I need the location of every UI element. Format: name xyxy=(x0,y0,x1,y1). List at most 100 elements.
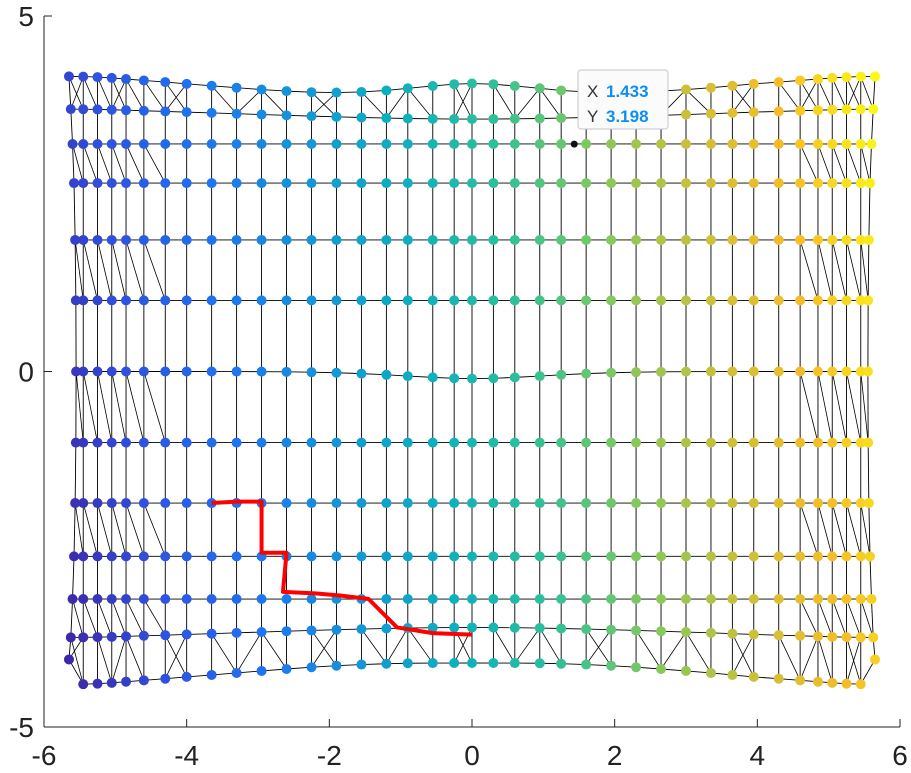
mesh-node xyxy=(281,366,292,377)
mesh-node xyxy=(795,437,806,448)
mesh-node xyxy=(231,551,242,562)
mesh-edge xyxy=(868,183,871,240)
mesh-edge xyxy=(799,371,819,443)
mesh-node xyxy=(534,138,545,149)
x-tick-label: 4 xyxy=(750,740,766,771)
mesh-node xyxy=(748,178,759,189)
mesh-node xyxy=(773,673,784,684)
mesh-node xyxy=(65,104,76,115)
mesh-node xyxy=(656,664,667,675)
mesh-node xyxy=(748,671,759,682)
mesh-node xyxy=(92,234,103,245)
mesh-node xyxy=(181,594,192,605)
mesh-node xyxy=(795,551,806,562)
mesh-node xyxy=(509,295,520,306)
mesh-edge xyxy=(817,239,833,301)
mesh-edge xyxy=(125,143,145,184)
mesh-node xyxy=(773,138,784,149)
mesh-node xyxy=(78,178,89,189)
mesh-node xyxy=(827,178,838,189)
mesh-node xyxy=(106,677,117,688)
mesh-node xyxy=(727,366,738,377)
mesh-node xyxy=(231,667,242,678)
mesh-edge xyxy=(799,239,819,301)
mesh-node xyxy=(331,551,342,562)
mesh-edge xyxy=(871,109,874,145)
mesh-node xyxy=(381,498,392,509)
mesh-node xyxy=(606,367,617,378)
mesh-node xyxy=(121,295,132,306)
mesh-node xyxy=(827,234,838,245)
mesh-node xyxy=(306,178,317,189)
mesh-node xyxy=(69,551,80,562)
mesh-edge xyxy=(143,598,166,636)
mesh-edge xyxy=(211,633,237,674)
mesh-edge xyxy=(70,109,73,145)
mesh-node xyxy=(864,178,875,189)
mesh-edge xyxy=(860,502,871,557)
mesh-node xyxy=(631,498,642,509)
mesh-node xyxy=(181,366,192,377)
mesh-node xyxy=(509,138,520,149)
mesh-edge xyxy=(111,78,127,110)
mesh-node xyxy=(427,658,438,669)
mesh-node xyxy=(281,138,292,149)
mesh-node xyxy=(705,627,716,638)
mesh-node xyxy=(231,138,242,149)
mesh-node xyxy=(681,498,691,509)
datatip[interactable]: X 1.433 Y 3.198 xyxy=(570,69,669,148)
mesh-edge xyxy=(732,83,755,114)
mesh-node xyxy=(449,79,460,90)
mesh-node xyxy=(534,113,545,124)
mesh-node xyxy=(331,234,342,245)
mesh-node xyxy=(841,295,852,306)
mesh-node xyxy=(727,107,738,118)
mesh-node xyxy=(92,678,103,689)
mesh-node xyxy=(92,72,103,83)
mesh-node xyxy=(356,178,367,189)
y-tick-label: 0 xyxy=(18,357,34,388)
mesh-node xyxy=(534,178,545,189)
datatip-y-label: Y xyxy=(587,107,598,126)
mesh-edge xyxy=(799,502,819,557)
mesh-node xyxy=(748,437,759,448)
mesh-edge xyxy=(778,634,801,681)
mesh-node xyxy=(827,551,838,562)
mesh-node xyxy=(705,437,716,448)
mesh-node xyxy=(581,594,592,605)
mesh-node xyxy=(841,178,852,189)
mesh-node xyxy=(281,664,292,675)
mesh-node xyxy=(231,627,242,638)
mesh-node xyxy=(106,295,117,306)
mesh-node xyxy=(231,82,242,93)
mesh-node xyxy=(631,138,642,149)
mesh-edge xyxy=(871,598,874,638)
mesh-node xyxy=(427,437,438,448)
mesh-node xyxy=(727,80,738,91)
mesh-node xyxy=(534,551,545,562)
mesh-node xyxy=(449,138,460,149)
mesh-node xyxy=(509,113,520,124)
mesh-edge xyxy=(74,239,77,301)
mesh-node xyxy=(78,366,89,377)
mesh-edge xyxy=(860,598,874,638)
mesh-edge xyxy=(860,143,871,184)
mesh-node xyxy=(160,295,171,306)
mesh-edge xyxy=(860,76,874,110)
mesh-node xyxy=(92,295,103,306)
mesh-node xyxy=(206,138,217,149)
mesh-node xyxy=(256,178,267,189)
mesh-node xyxy=(78,295,89,306)
mesh-edge xyxy=(831,598,847,638)
mesh-node xyxy=(78,138,89,149)
mesh-node xyxy=(581,437,592,448)
mesh-node xyxy=(206,107,217,118)
mesh-edge xyxy=(111,636,127,683)
mesh-node xyxy=(631,234,642,245)
mesh-node xyxy=(427,498,438,509)
mesh-node xyxy=(556,234,567,245)
mesh-node xyxy=(534,371,545,382)
mesh-node xyxy=(773,295,784,306)
mesh-node xyxy=(356,112,367,123)
